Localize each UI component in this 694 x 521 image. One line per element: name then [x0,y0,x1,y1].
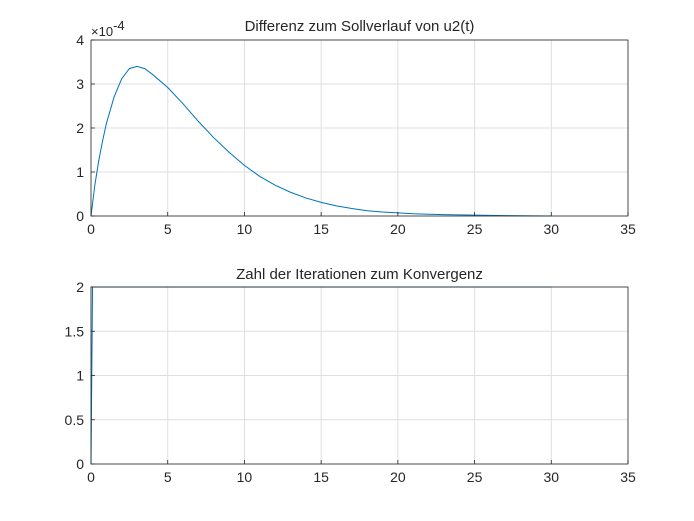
x-tick-label: 30 [543,469,559,485]
x-tick-label: 5 [164,221,172,237]
series-line [90,65,552,217]
y-tick-label: 3 [76,76,84,92]
y-tick-label: 0.5 [65,412,85,428]
x-tick-label: 30 [543,221,559,237]
x-tick-label: 15 [313,221,329,237]
x-tick-label: 25 [467,469,483,485]
x-tick-label: 0 [87,469,95,485]
x-tick-label: 0 [87,221,95,237]
x-tick-label: 20 [390,469,406,485]
x-tick-label: 35 [620,469,636,485]
x-tick-label: 20 [390,221,406,237]
chart-title: Zahl der Iterationen zum Konvergenz [236,266,483,283]
x-tick-label: 25 [467,221,483,237]
x-tick-label: 5 [164,469,172,485]
y-exponent-base: ×10 [91,24,113,39]
subplot-iterations: 0 5 10 15 20 25 30 35 0 0.5 1 1.5 2 Zahl der Iterat… [65,266,636,485]
x-tick-label: 10 [237,221,253,237]
y-tick-label: 1 [76,368,84,384]
y-tick-labels: 0 0.5 1 1.5 2 [65,279,95,472]
chart-title: Differenz zum Sollverlauf von u2(t) [245,18,475,35]
y-tick-label: 1.5 [65,323,85,339]
x-tick-label: 35 [620,221,636,237]
y-tick-label: 4 [76,32,84,48]
x-tick-label: 15 [313,469,329,485]
y-tick-labels: 0 1 2 3 4 [76,32,95,224]
x-tick-label: 10 [237,469,253,485]
y-tick-label: 1 [76,164,84,180]
y-exponent-power: -4 [113,18,125,33]
y-tick-label: 0 [76,456,84,472]
y-exponent-label: ×10-4 [91,18,125,39]
y-tick-label: 2 [76,120,84,136]
y-tick-label: 0 [76,208,84,224]
y-tick-label: 2 [76,279,84,295]
x-tick-labels: 0 5 10 15 20 25 30 35 [87,212,636,237]
subplot-u2-difference: 0 5 10 15 20 25 30 35 0 1 2 3 4 Differenz zum Sollv… [76,18,636,237]
x-tick-labels: 0 5 10 15 20 25 30 35 [87,460,636,485]
